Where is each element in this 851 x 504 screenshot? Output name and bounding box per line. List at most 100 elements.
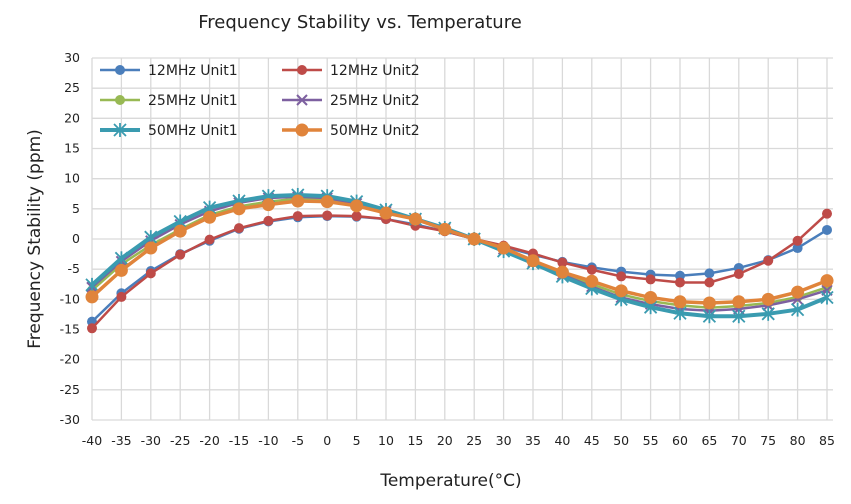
y-tick-label: 30 (64, 50, 80, 65)
y-tick-label: 0 (72, 231, 80, 246)
data-point (822, 208, 832, 219)
data-point (761, 306, 775, 321)
legend-marker (115, 65, 125, 75)
x-tick-label: -25 (170, 433, 190, 448)
y-tick-label: 5 (72, 201, 80, 216)
x-tick-label: -35 (111, 433, 131, 448)
data-point (791, 285, 805, 299)
y-tick-label: -15 (60, 322, 80, 337)
data-point (761, 292, 775, 306)
x-tick-label: -40 (82, 433, 102, 448)
data-point (790, 302, 805, 317)
x-tick-label: 45 (584, 433, 600, 448)
x-tick-label: -10 (258, 433, 278, 448)
data-point (616, 271, 627, 282)
y-tick-label: -25 (60, 382, 80, 397)
legend-label: 50MHz Unit1 (148, 123, 238, 139)
legend-marker (296, 94, 308, 106)
x-tick-label: 50 (613, 433, 629, 448)
marker-stroke (296, 94, 308, 106)
x-tick-label: 0 (323, 433, 331, 448)
data-point (614, 284, 628, 298)
y-axis-label: Frequency Stability (ppm) (25, 129, 45, 349)
data-point (85, 290, 99, 304)
data-point (820, 290, 834, 305)
data-point (261, 198, 275, 212)
data-point (203, 210, 217, 224)
data-point (173, 224, 187, 238)
data-point (204, 234, 215, 245)
legend-label: 25MHz Unit1 (148, 93, 238, 109)
legend-label: 12MHz Unit2 (330, 63, 420, 79)
data-point (644, 291, 658, 305)
y-tick-label: -20 (60, 352, 80, 367)
data-point (291, 194, 305, 208)
data-point (702, 296, 716, 310)
data-point (114, 251, 129, 266)
data-point (557, 257, 568, 268)
x-tick-label: 35 (525, 433, 541, 448)
x-tick-label: 15 (407, 433, 423, 448)
data-point (263, 215, 274, 226)
x-tick-label: 85 (819, 433, 835, 448)
x-tick-label: 55 (643, 433, 659, 448)
legend-marker (115, 95, 125, 105)
x-tick-label: 30 (496, 433, 512, 448)
data-point (732, 309, 746, 324)
data-point (763, 255, 774, 266)
data-point (645, 274, 656, 285)
legend-label: 25MHz Unit2 (330, 93, 420, 109)
data-point (704, 268, 715, 279)
data-point (234, 223, 244, 234)
data-point (732, 295, 746, 309)
x-tick-label: -5 (292, 433, 304, 448)
x-tick-label: 75 (760, 433, 776, 448)
data-point (116, 291, 127, 302)
data-point (144, 241, 158, 255)
data-point (526, 254, 540, 268)
legend-label: 12MHz Unit1 (148, 63, 238, 79)
data-point (438, 222, 452, 236)
x-tick-label: 10 (378, 433, 394, 448)
legend-marker (297, 65, 307, 75)
data-point (704, 277, 715, 288)
x-tick-label: 65 (701, 433, 717, 448)
x-tick-label: 20 (437, 433, 453, 448)
data-point (822, 224, 832, 235)
x-tick-label: 70 (731, 433, 747, 448)
data-point (379, 206, 393, 220)
data-point (232, 202, 246, 216)
chart-title: Frequency Stability vs. Temperature (198, 12, 522, 33)
data-point (322, 210, 333, 221)
data-point (585, 274, 599, 288)
data-point (792, 235, 803, 246)
y-tick-label: -5 (68, 261, 80, 276)
data-point (467, 232, 481, 246)
data-point (320, 195, 334, 209)
data-point (350, 199, 364, 213)
data-point (673, 295, 687, 309)
data-point (497, 241, 511, 255)
legend-marker (295, 123, 309, 137)
data-point (733, 268, 744, 279)
y-tick-label: -30 (60, 412, 80, 427)
y-tick-label: 15 (64, 141, 80, 156)
data-point (792, 243, 803, 254)
data-point (702, 309, 717, 324)
x-tick-label: -30 (141, 433, 161, 448)
data-point (820, 274, 834, 288)
data-point (87, 323, 97, 334)
data-point (555, 265, 569, 279)
x-tick-label: 25 (466, 433, 482, 448)
data-point (586, 264, 597, 275)
x-tick-label: 60 (672, 433, 688, 448)
data-point (292, 211, 303, 222)
data-point (408, 212, 422, 226)
x-axis-label: Temperature(°C) (379, 471, 521, 491)
y-tick-label: 20 (64, 110, 80, 125)
series-line (90, 192, 828, 319)
data-point (675, 277, 685, 288)
x-tick-label: -20 (199, 433, 219, 448)
